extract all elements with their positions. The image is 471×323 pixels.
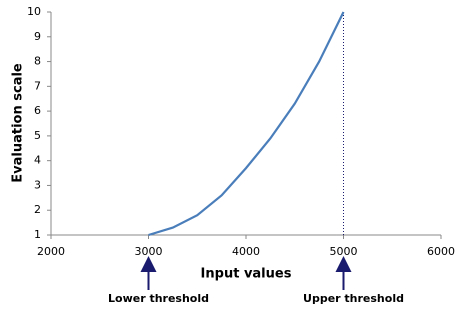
- y-tick-label: 7: [34, 79, 41, 92]
- y-tick-label: 1: [34, 228, 41, 241]
- x-axis-title: Input values: [201, 267, 292, 282]
- x-tick-label: 6000: [427, 245, 455, 258]
- y-tick-label: 3: [34, 178, 41, 191]
- y-tick-label: 8: [34, 55, 41, 68]
- y-tick-label: 2: [34, 203, 41, 216]
- y-tick-label: 9: [34, 30, 41, 43]
- x-tick-label: 2000: [37, 245, 65, 258]
- x-tick-label: 5000: [330, 245, 358, 258]
- x-tick-label: 3000: [135, 245, 163, 258]
- annotation-label: Upper threshold: [303, 292, 404, 305]
- annotation-label: Lower threshold: [108, 292, 209, 305]
- y-tick-label: 10: [27, 5, 41, 18]
- y-axis-title: Evaluation scale: [11, 63, 26, 183]
- data-line: [148, 11, 345, 237]
- x-tick-label: 4000: [232, 245, 260, 258]
- y-tick-label: 5: [34, 129, 41, 142]
- y-tick-label: 6: [34, 104, 41, 117]
- y-tick-label: 4: [34, 154, 41, 167]
